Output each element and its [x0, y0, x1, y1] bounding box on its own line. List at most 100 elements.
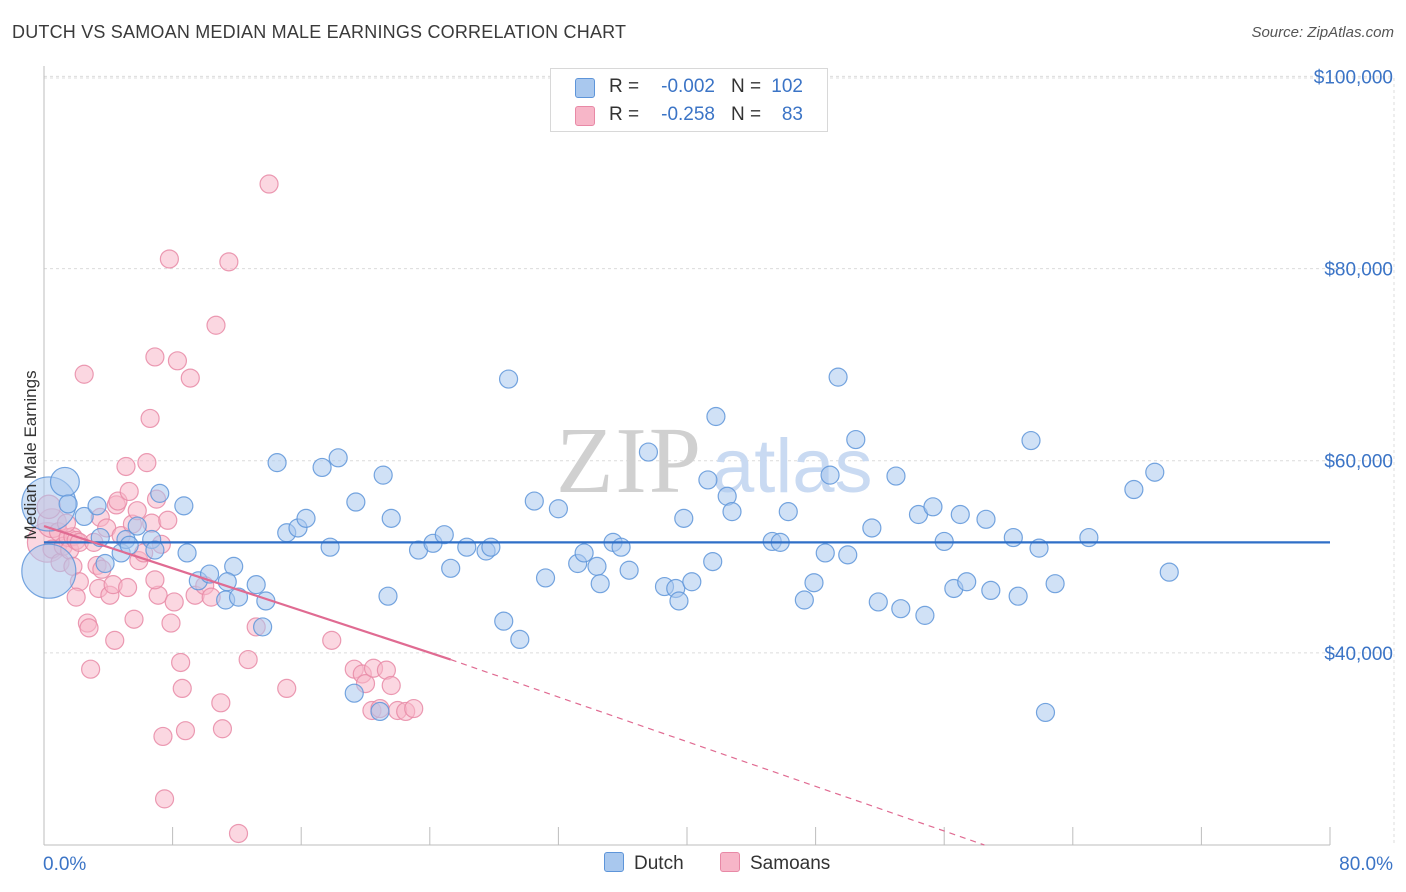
samoan-point	[159, 249, 179, 269]
bottom-legend-swatch-samoans	[720, 852, 740, 872]
dutch-point	[174, 496, 194, 516]
dutch-point	[344, 683, 364, 703]
samoan-trend-line	[43, 524, 452, 661]
dutch-point	[1003, 527, 1023, 548]
dutch-point	[481, 537, 501, 557]
dutch-point	[587, 556, 607, 576]
dutch-point	[706, 406, 726, 427]
samoan-point	[381, 675, 401, 696]
samoan-point	[211, 693, 231, 713]
dutch-point	[74, 506, 94, 527]
dutch-point	[267, 453, 287, 473]
dutch-point	[722, 502, 742, 522]
dutch-point	[498, 369, 519, 389]
dutch-point	[1008, 586, 1028, 606]
bottom-legend-label-dutch: Dutch	[634, 853, 684, 874]
dutch-point	[981, 580, 1001, 601]
dutch-point	[590, 574, 610, 594]
dutch-point	[253, 617, 273, 637]
legend-swatch-dutch	[575, 78, 595, 98]
dutch-point	[976, 509, 996, 529]
dutch-point	[682, 572, 702, 592]
dutch-point	[49, 466, 80, 497]
dutch-point	[1159, 562, 1179, 582]
legend-n-value: 83	[781, 104, 803, 125]
dutch-point	[804, 573, 824, 593]
watermark-zip: ZIP	[556, 409, 703, 513]
samoan-point	[116, 456, 136, 477]
watermark-atlas: atlas	[712, 424, 873, 509]
dutch-point	[548, 499, 569, 519]
samoan-trend-extension	[450, 659, 985, 846]
samoan-point	[228, 823, 249, 844]
chart-title: DUTCH VS SAMOAN MEDIAN MALE EARNINGS COR…	[12, 22, 627, 42]
y-tick-label: $60,000	[1324, 452, 1393, 473]
samoan-point	[322, 630, 342, 650]
dutch-point	[58, 494, 78, 514]
dutch-point	[381, 508, 401, 528]
legend-r-value: -0.002	[661, 76, 715, 97]
dutch-point	[457, 537, 477, 557]
dutch-point	[698, 470, 718, 490]
dutch-point	[524, 491, 544, 511]
dutch-point	[1079, 527, 1099, 548]
samoan-point	[164, 592, 184, 612]
samoan-point	[66, 587, 86, 607]
dutch-point	[828, 367, 848, 387]
samoan-point	[74, 364, 94, 384]
samoan-point	[79, 618, 99, 638]
dutch-point	[703, 551, 723, 572]
legend-row-dutch: R = -0.002 N = 102	[551, 72, 827, 100]
samoan-point	[145, 570, 165, 590]
legend-n-label: N =	[731, 76, 762, 97]
dutch-point	[669, 591, 689, 611]
bottom-legend-label-samoans: Samoans	[750, 853, 831, 874]
y-axis-label: Median Male Earnings	[21, 370, 40, 539]
samoan-point	[158, 510, 178, 530]
samoan-point	[153, 726, 173, 747]
dutch-point	[1029, 538, 1049, 558]
dutch-point	[923, 497, 943, 517]
dutch-point	[868, 592, 888, 612]
dutch-point	[915, 605, 935, 625]
tick-labels: $40,000 $60,000 $80,000 $100,000 0.0% 80.0%	[43, 67, 1393, 875]
samoan-point	[154, 789, 175, 809]
dutch-point	[638, 442, 659, 462]
x-tick-label: 80.0%	[1339, 854, 1393, 875]
dutch-point	[846, 429, 866, 450]
dutch-point	[957, 572, 977, 592]
samoan-point	[105, 630, 125, 650]
dutch-point	[862, 518, 882, 538]
dutch-point	[87, 496, 107, 516]
dutch-point	[891, 599, 911, 619]
dutch-point	[611, 537, 631, 557]
bottom-legend-dutch: Dutch	[604, 852, 684, 875]
legend-r-label: R =	[609, 76, 640, 97]
dutch-point	[95, 553, 115, 574]
dutch-point	[150, 483, 170, 503]
dutch-point	[494, 611, 514, 631]
bottom-legend-swatch-dutch	[604, 852, 624, 872]
samoan-point	[171, 652, 191, 673]
samoan-point	[206, 315, 226, 335]
bottom-legend-samoans: Samoans	[720, 852, 830, 875]
dutch-point	[370, 701, 390, 722]
dutch-point	[838, 545, 858, 565]
dutch-point	[574, 543, 594, 563]
dutch-point	[145, 540, 165, 560]
x-tick-label: 0.0%	[43, 854, 86, 875]
legend: R = -0.002 N = 102 R = -0.258 N = 83	[550, 68, 828, 132]
samoan-point	[277, 678, 297, 699]
dutch-point	[820, 465, 840, 485]
samoan-point	[175, 721, 196, 741]
dutch-point	[794, 590, 814, 610]
legend-n-label: N =	[731, 104, 762, 125]
dutch-point	[373, 465, 393, 485]
trend-lines	[43, 524, 1330, 846]
dutch-point	[510, 629, 530, 650]
dutch-point	[950, 504, 970, 525]
y-tick-label: $40,000	[1324, 644, 1393, 665]
dutch-point	[346, 492, 366, 512]
dutch-point	[21, 543, 77, 599]
